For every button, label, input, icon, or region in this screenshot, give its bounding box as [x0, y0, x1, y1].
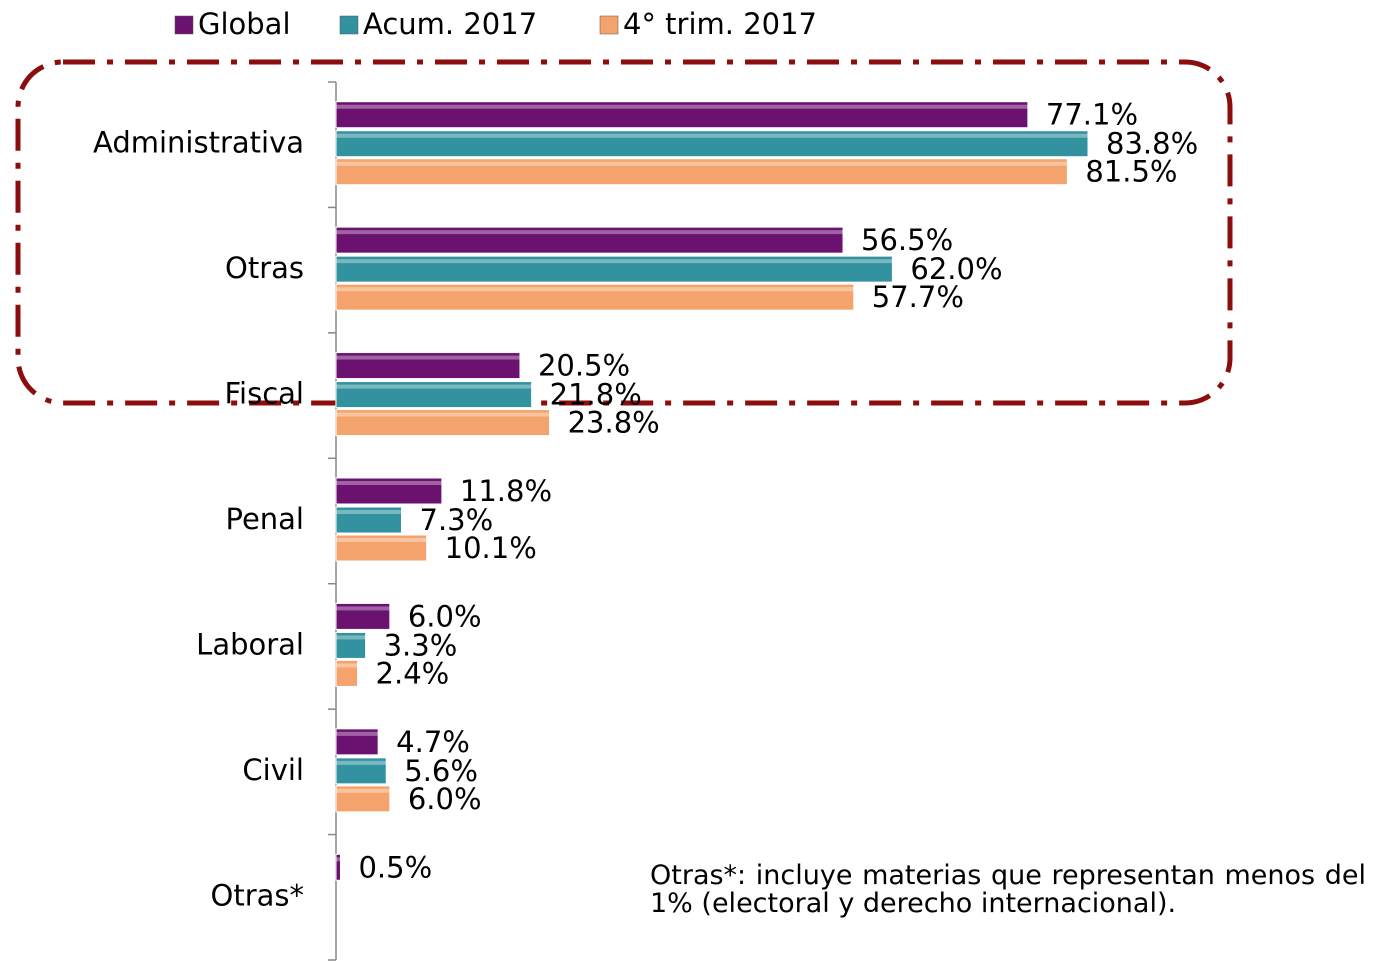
bar-shine	[336, 384, 532, 389]
data-label: 3.3%	[384, 628, 458, 662]
data-label: 23.8%	[568, 406, 660, 440]
data-label: 7.3%	[420, 503, 494, 537]
bar-shine	[336, 606, 390, 611]
bar	[335, 785, 391, 813]
legend-label: Global	[198, 7, 291, 41]
highlight-box	[15, 59, 1233, 406]
bar-shine	[336, 412, 550, 417]
bar	[335, 534, 428, 562]
bar-shine	[336, 104, 1028, 109]
data-label: 0.5%	[358, 850, 432, 884]
bar	[335, 352, 521, 380]
data-label: 20.5%	[538, 349, 630, 383]
bar-shine	[336, 133, 1089, 138]
legend-swatch	[339, 15, 359, 35]
data-label: 62.0%	[910, 252, 1002, 286]
bar-shine	[336, 731, 379, 736]
y-tick-label: Penal	[225, 502, 304, 536]
bar-shine	[336, 857, 341, 862]
footnote: Otras*: incluye materias que representan…	[650, 860, 1366, 919]
bar	[335, 728, 379, 756]
y-tick-label: Administrativa	[93, 126, 304, 160]
bar-shine	[336, 663, 358, 668]
y-tick-label: Otras	[225, 251, 304, 285]
bar-shine	[336, 510, 402, 514]
legend-swatch	[599, 15, 619, 35]
legend-label: 4° trim. 2017	[623, 7, 817, 41]
bar	[335, 477, 443, 505]
bar	[335, 101, 1029, 129]
bar	[335, 158, 1068, 186]
bar-shine	[336, 287, 854, 292]
data-label: 56.5%	[861, 223, 953, 257]
data-label: 6.0%	[408, 782, 482, 816]
bar-shine	[336, 760, 387, 765]
bar-shine	[336, 355, 520, 360]
bar	[335, 381, 533, 409]
bar	[335, 226, 844, 254]
bar-shine	[336, 259, 893, 264]
data-label: 2.4%	[376, 656, 450, 690]
data-label: 10.1%	[445, 531, 537, 565]
bar	[335, 130, 1089, 158]
bar-shine	[336, 635, 366, 640]
bar	[335, 409, 551, 437]
data-label: 83.8%	[1106, 127, 1198, 161]
data-label: 57.7%	[872, 280, 964, 314]
data-label: 81.5%	[1085, 155, 1177, 189]
y-tick-label: Civil	[242, 753, 304, 787]
data-label: 4.7%	[396, 725, 470, 759]
bar	[335, 853, 341, 881]
data-label: 5.6%	[404, 754, 478, 788]
bar-shine	[336, 161, 1068, 166]
legend-label: Acum. 2017	[363, 7, 537, 41]
bar	[335, 659, 359, 687]
y-tick-label: Fiscal	[224, 377, 304, 411]
data-label: 11.8%	[460, 474, 552, 508]
y-tick-label: Otras*	[211, 878, 305, 912]
bar-shine	[336, 788, 390, 793]
data-label: 6.0%	[408, 599, 482, 633]
bar	[335, 602, 391, 630]
bar	[335, 255, 893, 283]
data-label: 21.8%	[550, 378, 642, 412]
bar-shine	[336, 538, 427, 542]
bar	[335, 283, 855, 311]
bar	[335, 757, 387, 785]
y-tick-label: Laboral	[196, 627, 304, 661]
bar	[335, 506, 403, 534]
bar-shine	[336, 230, 844, 235]
data-label: 77.1%	[1046, 98, 1138, 132]
bar-shine	[336, 481, 442, 485]
bar	[335, 631, 367, 659]
legend-swatch	[174, 15, 194, 35]
